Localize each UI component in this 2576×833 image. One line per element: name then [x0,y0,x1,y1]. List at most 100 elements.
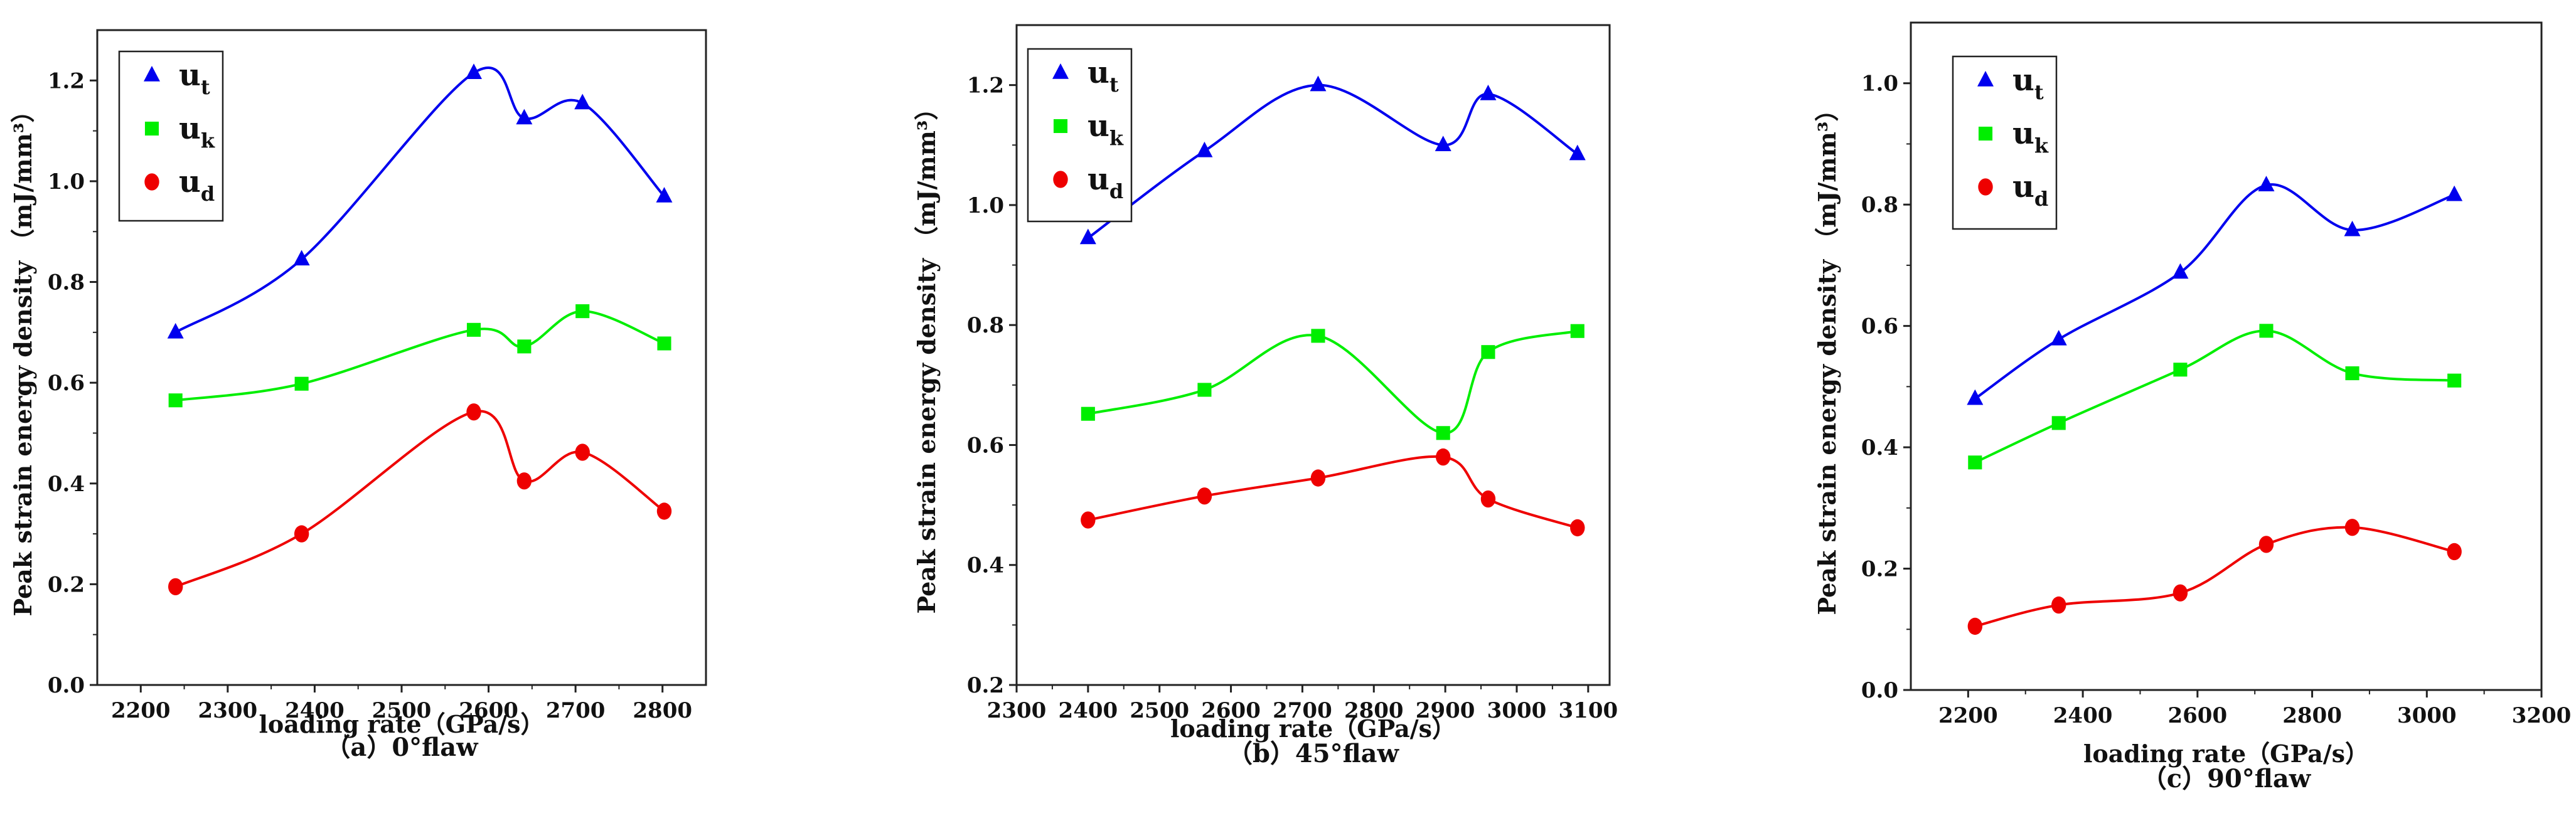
data-point-uk [1570,324,1585,338]
data-point-ut [1569,144,1586,161]
legend-marker-ud [1053,171,1068,188]
y-tick-label: 0.8 [1861,193,1898,218]
x-tick-label: 2700 [1273,698,1332,723]
legend-label-ud: ud [179,164,215,206]
fit-curve-ut [1087,83,1578,240]
figure-caption: （c）90°flaw [2142,764,2312,793]
legend-label-uk: uk [179,111,215,152]
legend-label-main: u [2012,116,2034,151]
data-point-ut [2344,220,2361,236]
y-tick-label: 0.6 [48,371,85,396]
data-point-ut [1967,389,1984,405]
data-point-uk [517,339,532,354]
fit-curve-uk [175,310,665,402]
x-tick-label: 2200 [1938,703,1998,728]
y-tick-label: 1.0 [48,169,85,194]
legend-marker-ut [144,66,160,82]
legend-label-main: u [1088,55,1109,90]
legend-label-ud: ud [1088,162,1123,203]
y-tick-label: 0.0 [1861,678,1898,703]
x-tick-label: 2300 [987,698,1047,723]
data-point-ut [2050,329,2067,346]
legend-label-main: u [1088,109,1109,144]
data-point-uk [1311,329,1325,343]
legend-label-main: u [179,58,201,93]
data-point-ut [466,63,483,80]
data-point-ud [516,472,532,490]
data-point-ud [466,403,481,421]
data-point-uk [1968,455,1982,470]
data-point-uk [2173,363,2188,377]
legend-label-subscript: k [1109,126,1124,150]
legend-marker-uk [1978,126,1993,141]
data-point-ud [2051,596,2066,614]
figure-caption: （b）45°flaw [1227,739,1400,768]
x-tick-label: 3100 [1559,698,1618,723]
fit-curve-ud [174,410,665,588]
data-point-ut [574,93,591,110]
legend-label-uk: uk [1088,109,1124,150]
legend-label-subscript: k [2034,134,2049,157]
plot-frame [1910,21,2543,691]
legend-marker-ut [1052,63,1069,79]
x-tick-label: 2800 [633,698,692,723]
data-point-ud [1967,617,1983,635]
x-tick-label: 3000 [2397,703,2457,728]
legend-label-subscript: t [2034,80,2044,104]
x-tick-label: 2900 [1416,698,1475,723]
data-point-ut [167,322,184,339]
legend-marker-ut [1977,71,1994,87]
x-tick-label: 2500 [1130,698,1189,723]
figure-caption: （a）0°flaw [325,733,479,762]
y-tick-label: 0.8 [967,313,1004,338]
data-point-ut [1310,75,1327,92]
legend-label-main: u [179,111,201,146]
x-tick-label: 2600 [1201,698,1261,723]
x-tick-label: 2800 [1344,698,1404,723]
fit-curve-uk [1088,329,1578,435]
data-point-uk [1081,406,1095,421]
data-point-uk [1481,345,1495,359]
data-point-ud [1081,511,1096,529]
chart-panel-3: 2200 2400 2600 2800 3000 3200 0.0 0.2 0.4 0.6 0.8 1… [1813,21,2572,793]
y-axis-label: Peak strain energy density （mJ/mm³） [912,97,941,614]
fit-curve-ud [1088,455,1578,529]
y-tick-label: 0.2 [1861,557,1898,582]
data-point-uk [168,393,183,408]
data-point-uk [2259,324,2274,338]
y-tick-label: 0.4 [967,553,1004,578]
legend-label-ut: ut [1088,55,1119,97]
data-point-uk [466,322,481,337]
legend-label-uk: uk [2012,116,2049,157]
data-point-ut [293,250,310,266]
data-point-ud [2344,519,2360,536]
y-tick-label: 1.0 [1861,72,1898,97]
x-tick-label: 2300 [198,698,258,723]
legend-label-ut: ut [2012,63,2044,104]
legend-label-main: u [2012,63,2034,98]
fit-curve-uk [1974,329,2455,464]
y-tick-label: 1.2 [48,68,85,93]
data-point-ut [1480,85,1497,100]
legend-marker-uk [144,121,159,136]
legend-label-ud: ud [2012,169,2048,211]
data-point-ut [1196,141,1213,157]
chart-panel-1: 2200 2300 2400 2500 2600 2700 2800 0.0 0.2 0.4 0.6… [9,29,707,762]
data-point-ud [575,443,590,461]
legend-marker-ud [1978,178,1993,196]
legend-label-subscript: d [201,182,215,206]
chart-panel-2: 2300 2400 2500 2600 2700 2800 2900 3000 3100 0.2 0… [912,24,1618,768]
data-point-ud [294,525,309,543]
data-point-ut [516,109,533,125]
x-tick-label: 2200 [111,698,171,723]
legend-label-subscript: d [2034,187,2048,211]
legend-box [118,50,224,222]
x-tick-label: 3200 [2512,703,2572,728]
data-point-ut [2446,185,2463,201]
legend-box [1952,55,2058,230]
data-point-uk [1436,426,1450,440]
fit-curve-ut [174,66,665,334]
